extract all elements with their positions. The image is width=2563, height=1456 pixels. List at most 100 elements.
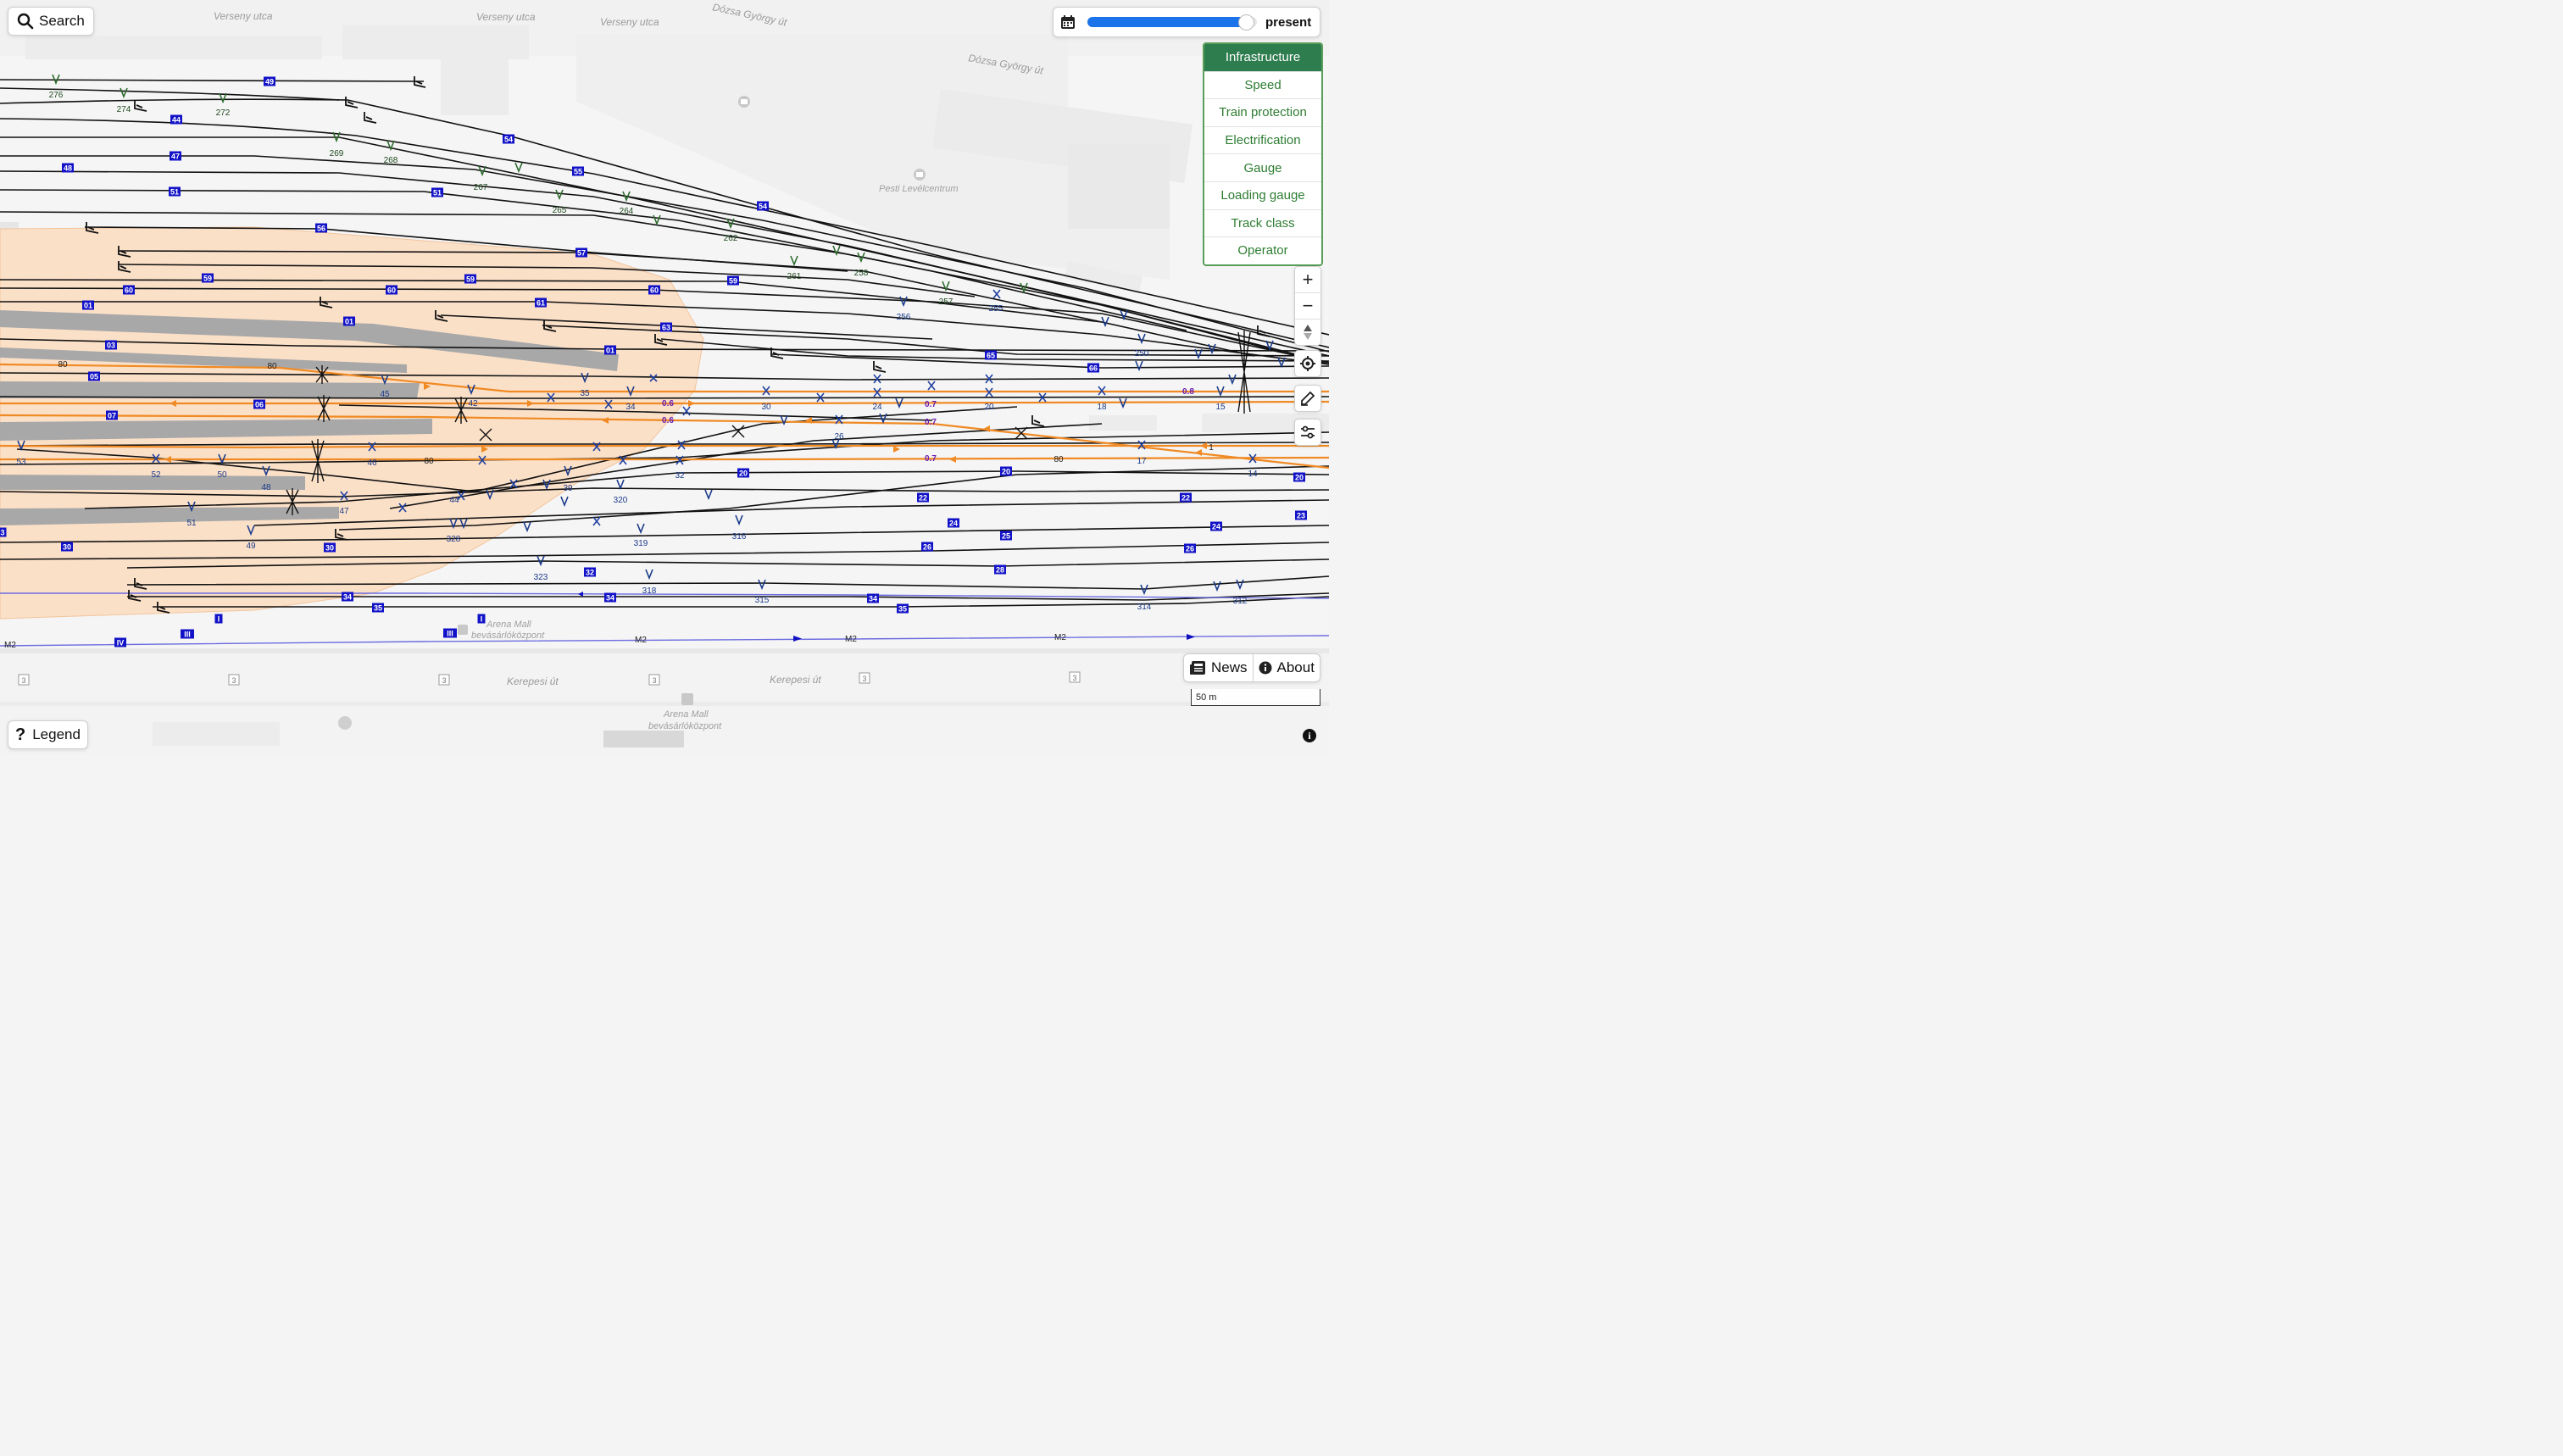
switch-label: 261 <box>787 272 802 281</box>
track-number-label: 20 <box>1002 467 1010 475</box>
calendar-icon[interactable] <box>1060 14 1076 30</box>
date-selector[interactable]: present <box>1053 7 1320 37</box>
style-item-operator[interactable]: Operator <box>1204 236 1321 264</box>
track-number-badge: 48 <box>62 163 74 173</box>
switch-label: 274 <box>117 105 131 114</box>
metro-label: M2 <box>635 636 647 645</box>
track-number-badge: 24 <box>948 518 959 528</box>
attribution-info-icon[interactable]: i <box>1303 729 1316 742</box>
switch-label: 319 <box>634 539 648 548</box>
track-number-label: 32 <box>586 568 594 576</box>
switch-label: 26 <box>834 432 844 442</box>
signals <box>52 74 1028 294</box>
geolocate-button[interactable] <box>1295 351 1320 376</box>
track-number-badge: 54 <box>503 134 514 144</box>
track-number-badge: 06 <box>253 399 265 409</box>
track-number-badge: 65 <box>985 350 997 360</box>
svg-text:3: 3 <box>1072 674 1076 682</box>
news-label: News <box>1211 659 1248 675</box>
railway-map[interactable]: Verseny utca Verseny utca Verseny utca D… <box>0 0 1330 755</box>
street-label: Verseny utca <box>214 10 273 22</box>
edit-button[interactable] <box>1295 386 1320 411</box>
switch-label: 35 <box>580 389 590 398</box>
speed-label: 80 <box>424 457 434 466</box>
search-button[interactable]: Search <box>8 7 94 36</box>
style-item-electrification[interactable]: Electrification <box>1204 125 1321 154</box>
date-label: present <box>1265 14 1312 30</box>
switch-label: 267 <box>474 183 488 192</box>
speed-label: 80 <box>58 360 68 370</box>
svg-text:3: 3 <box>652 676 656 685</box>
about-button[interactable]: About <box>1254 654 1320 681</box>
street-label: Kerepesi út <box>507 675 559 687</box>
poi-label: Arena Mall <box>663 709 709 720</box>
zoom-out-button[interactable]: − <box>1295 292 1320 319</box>
question-icon: ? <box>15 725 26 744</box>
track-number-badge: 51 <box>431 187 443 197</box>
track-number-badge: I <box>477 614 486 624</box>
track-number-badge: 03 <box>105 340 117 350</box>
electrified-tracks <box>0 363 1330 470</box>
track-number-badge: 47 <box>170 151 181 161</box>
track-number-label: III <box>447 629 453 637</box>
track-number-label: 06 <box>255 400 264 408</box>
street-label: Verseny utca <box>476 11 536 23</box>
scale-label: 50 m <box>1196 692 1217 703</box>
style-item-loading-gauge[interactable]: Loading gauge <box>1204 181 1321 209</box>
track-number-label: 23 <box>1297 511 1305 520</box>
track-number-badge: 30 <box>61 542 73 552</box>
track-number-label: IV <box>117 638 125 647</box>
style-item-train-protection[interactable]: Train protection <box>1204 98 1321 126</box>
speed-sign: 0.6 <box>662 399 674 408</box>
track-number-label: 59 <box>729 276 737 285</box>
track-number-badge: 20 <box>737 468 749 478</box>
style-item-gauge[interactable]: Gauge <box>1204 153 1321 181</box>
date-slider[interactable] <box>1087 14 1257 31</box>
style-item-track-class[interactable]: Track class <box>1204 208 1321 237</box>
legend-button[interactable]: ? Legend <box>8 720 88 749</box>
switch-label: 45 <box>380 390 390 399</box>
compass-button[interactable] <box>1295 319 1320 345</box>
track-number-badge: 60 <box>386 285 398 295</box>
switch-label: 265 <box>553 206 567 215</box>
poi-label: bevásárlóközpont <box>648 721 722 731</box>
track-number-badge: 26 <box>921 542 933 552</box>
compass-icon <box>1304 325 1312 340</box>
switch-label: 48 <box>261 483 271 492</box>
speed-label: 80 <box>1054 455 1064 464</box>
switch-label: 30 <box>761 403 771 412</box>
svg-text:3: 3 <box>442 676 446 685</box>
news-button[interactable]: News <box>1184 654 1253 681</box>
crossings <box>286 331 1251 515</box>
track-number-badge: 54 <box>757 201 769 211</box>
switch-label: 47 <box>339 507 349 516</box>
speed-label: 80 <box>267 362 277 371</box>
track-number-label: 49 <box>265 77 274 86</box>
date-slider-thumb[interactable] <box>1238 14 1254 31</box>
switch-label: 46 <box>367 458 377 468</box>
track-number-label: 01 <box>84 301 92 309</box>
track-number-label: 56 <box>317 224 325 232</box>
track-number-label: 66 <box>1089 364 1098 372</box>
track-number-badge: 3 <box>0 527 7 537</box>
track-number-badge: 49 <box>264 76 275 86</box>
style-item-speed[interactable]: Speed <box>1204 70 1321 99</box>
switch-label: 52 <box>151 470 161 480</box>
track-number-badge: 44 <box>170 114 182 125</box>
track-number-label: 01 <box>606 346 614 354</box>
zoom-in-button[interactable]: + <box>1302 269 1314 290</box>
track-number-badge: 26 <box>1184 543 1196 553</box>
railway-tracks <box>0 79 1330 608</box>
track-number-label: 63 <box>662 323 670 331</box>
track-number-badge: 25 <box>1000 531 1012 541</box>
settings-button[interactable] <box>1295 420 1320 445</box>
style-item-infrastructure[interactable]: Infrastructure <box>1204 44 1321 71</box>
track-number-badge: 34 <box>867 593 879 603</box>
switch-label: 262 <box>724 234 738 243</box>
metro-label: M2 <box>845 635 857 644</box>
track-number-label: 22 <box>919 493 927 502</box>
track-number-badge: 35 <box>897 603 909 614</box>
switch-label: 276 <box>49 91 64 100</box>
speed-sign: 0.6 <box>662 416 674 425</box>
track-number-label: 48 <box>64 164 72 172</box>
